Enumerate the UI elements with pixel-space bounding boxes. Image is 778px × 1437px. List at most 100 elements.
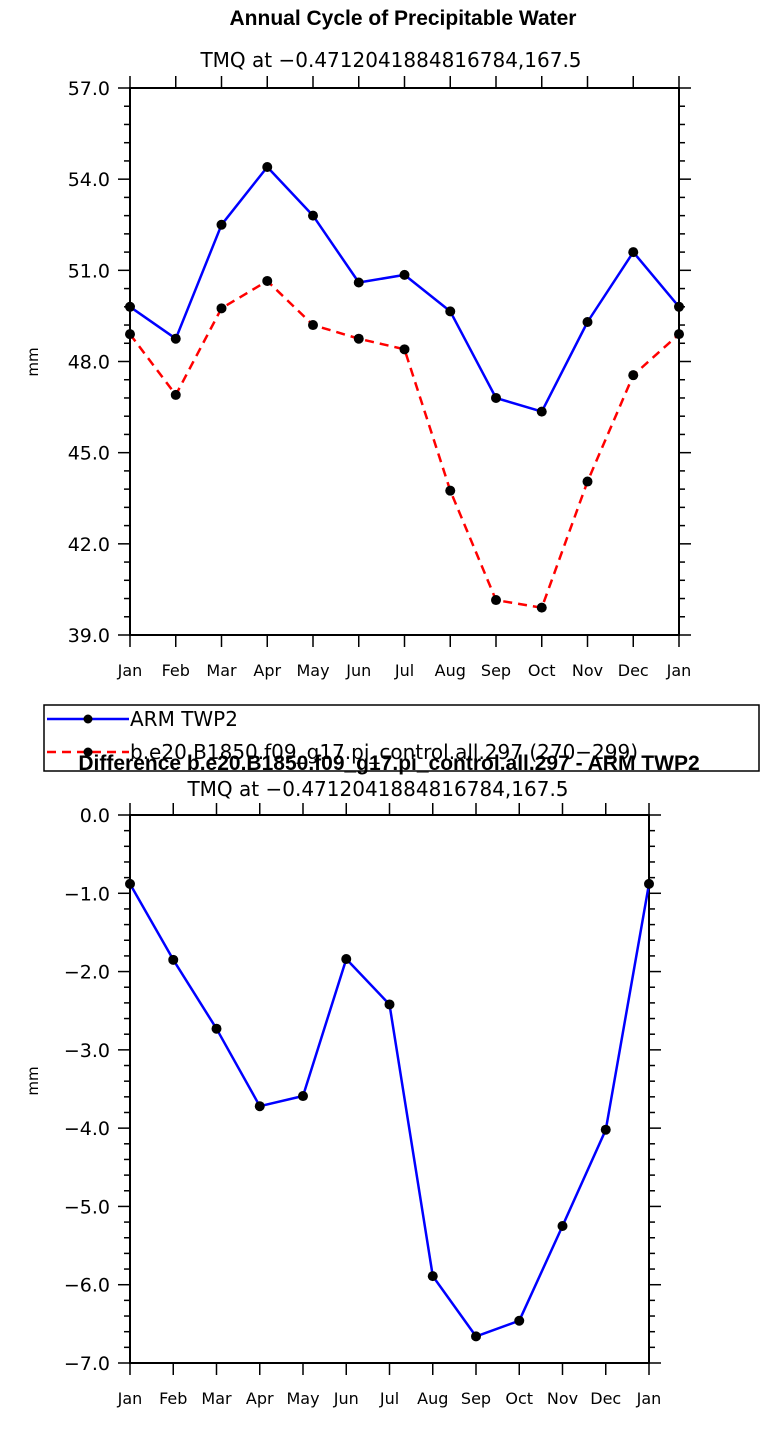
x-tick-label-jun: Jun	[345, 661, 371, 680]
data-point-primary-7	[445, 306, 456, 317]
data-point-primary-4	[308, 210, 318, 221]
x-tick-label-jul: Jul	[379, 1389, 399, 1408]
x-tick-label-jul: Jul	[394, 661, 414, 680]
y-tick-label: 51.0	[68, 260, 110, 282]
y-tick-label: 48.0	[68, 352, 110, 374]
data-point-primary-12	[674, 301, 684, 312]
y-tick-label: −2.0	[64, 962, 110, 984]
data-point-primary-9	[536, 406, 547, 417]
data-point-secondary-0	[125, 329, 135, 340]
y-tick-label: 0.0	[80, 805, 110, 827]
x-tick-label-jun: Jun	[333, 1389, 359, 1408]
x-tick-label-apr: Apr	[246, 1389, 274, 1408]
data-point-secondary-7	[445, 485, 456, 496]
x-tick-label-feb: Feb	[162, 661, 190, 680]
y-tick-label: 45.0	[68, 443, 110, 465]
data-point-secondary-1	[170, 389, 181, 400]
data-point-secondary-9	[536, 602, 547, 613]
chart-title: Annual Cycle of Precipitable Water	[230, 7, 577, 30]
plot-frame	[129, 814, 650, 1364]
chart-subtitle: TMQ at −0.4712041884816784,167.5	[186, 777, 568, 801]
x-tick-label-may: May	[296, 661, 329, 680]
x-tick-labels: Jan Feb Mar Apr May Jun Jul Aug Sep Oct Nov Dec Jan	[117, 1389, 662, 1408]
x-tick-labels: Jan Feb Mar Apr May Jun Jul Aug Sep Oct Nov Dec Jan	[117, 661, 692, 680]
data-point-primary-5	[353, 277, 364, 288]
y-tick-labels: −7.0 −6.0 −5.0 −4.0 −3.0 −2.0 −1.0 0.0	[64, 805, 110, 1375]
x-tick-label-aug: Aug	[417, 1389, 448, 1408]
x-tick-label-jan: Jan	[636, 1389, 662, 1408]
x-tick-label-aug: Aug	[435, 661, 466, 680]
plot-frame	[129, 87, 680, 636]
y-tick-label: −3.0	[64, 1040, 110, 1062]
x-tick-label-dec: Dec	[590, 1389, 621, 1408]
data-point-primary-11	[628, 247, 639, 258]
data-point-secondary-2	[216, 303, 227, 314]
x-tick-label-jan: Jan	[117, 1389, 143, 1408]
x-tick-label-nov: Nov	[547, 1389, 578, 1408]
legend-marker-model	[83, 747, 93, 757]
x-tick-label-jan: Jan	[666, 661, 692, 680]
x-tick-label-mar: Mar	[206, 661, 237, 680]
x-tick-label-sep: Sep	[481, 661, 511, 680]
axis-ticks	[118, 76, 691, 647]
legend: ARM TWP2 b.e20.B1850.f09_g17.pi_control.…	[43, 704, 760, 772]
data-point-secondary-5	[353, 333, 364, 344]
data-point-primary-1	[168, 954, 179, 965]
difference-chart: Difference b.e20.B1850.f09_g17.pi_contro…	[24, 752, 700, 1408]
legend-label-model: b.e20.B1850.f09_g17.pi_control.all.297 (…	[130, 740, 638, 764]
x-tick-label-mar: Mar	[201, 1389, 232, 1408]
data-point-primary-8	[471, 1331, 481, 1342]
data-point-primary-4	[298, 1091, 308, 1102]
y-tick-label: −1.0	[64, 883, 110, 905]
y-axis-label: mm	[24, 347, 42, 376]
chart-subtitle: TMQ at −0.4712041884816784,167.5	[199, 48, 581, 72]
y-tick-label: −7.0	[64, 1353, 110, 1375]
legend-marker-arm-twp2	[83, 714, 93, 724]
x-tick-label-oct: Oct	[505, 1389, 533, 1408]
data-point-primary-11	[600, 1124, 611, 1135]
series-group	[125, 162, 684, 613]
data-point-primary-3	[262, 162, 273, 173]
y-tick-label: −6.0	[64, 1275, 110, 1297]
data-point-primary-6	[384, 999, 395, 1010]
annual-cycle-chart: Annual Cycle of Precipitable Water TMQ a…	[24, 7, 691, 680]
legend-box	[43, 704, 760, 772]
y-tick-label: 57.0	[68, 78, 110, 100]
data-point-primary-2	[211, 1023, 222, 1034]
y-tick-label: 42.0	[68, 534, 110, 556]
y-tick-label: 54.0	[68, 169, 110, 191]
x-tick-label-nov: Nov	[572, 661, 603, 680]
legend-label-arm-twp2: ARM TWP2	[130, 707, 238, 731]
x-tick-label-may: May	[286, 1389, 319, 1408]
data-point-secondary-4	[308, 320, 318, 331]
data-point-primary-0	[125, 878, 135, 889]
data-point-primary-12	[644, 878, 654, 889]
axis-ticks	[118, 803, 661, 1375]
data-point-secondary-12	[674, 329, 684, 340]
series-line-secondary	[129, 279, 680, 609]
x-tick-label-oct: Oct	[528, 661, 556, 680]
data-point-primary-3	[254, 1101, 265, 1112]
data-point-primary-1	[170, 333, 181, 344]
series-group	[125, 878, 654, 1342]
x-tick-label-jan: Jan	[117, 661, 143, 680]
chart-title: Difference b.e20.B1850.f09_g17.pi_contro…	[78, 752, 699, 775]
series-line-primary	[128, 883, 651, 1338]
series-line-primary	[129, 165, 680, 413]
y-tick-labels: 39.0 42.0 45.0 48.0 51.0 54.0 57.0	[68, 78, 110, 647]
data-point-secondary-3	[262, 275, 273, 286]
y-axis-label: mm	[24, 1066, 42, 1095]
data-point-primary-9	[514, 1315, 525, 1326]
y-tick-label: −5.0	[64, 1196, 110, 1218]
data-point-secondary-6	[399, 344, 410, 355]
data-point-primary-7	[427, 1271, 438, 1282]
x-tick-label-sep: Sep	[461, 1389, 491, 1408]
data-point-primary-10	[557, 1221, 568, 1231]
x-tick-label-feb: Feb	[159, 1389, 187, 1408]
data-point-secondary-11	[628, 370, 639, 381]
y-tick-label: 39.0	[68, 625, 110, 647]
data-point-primary-5	[341, 954, 352, 965]
data-point-primary-6	[399, 269, 410, 280]
data-point-secondary-8	[491, 595, 501, 606]
